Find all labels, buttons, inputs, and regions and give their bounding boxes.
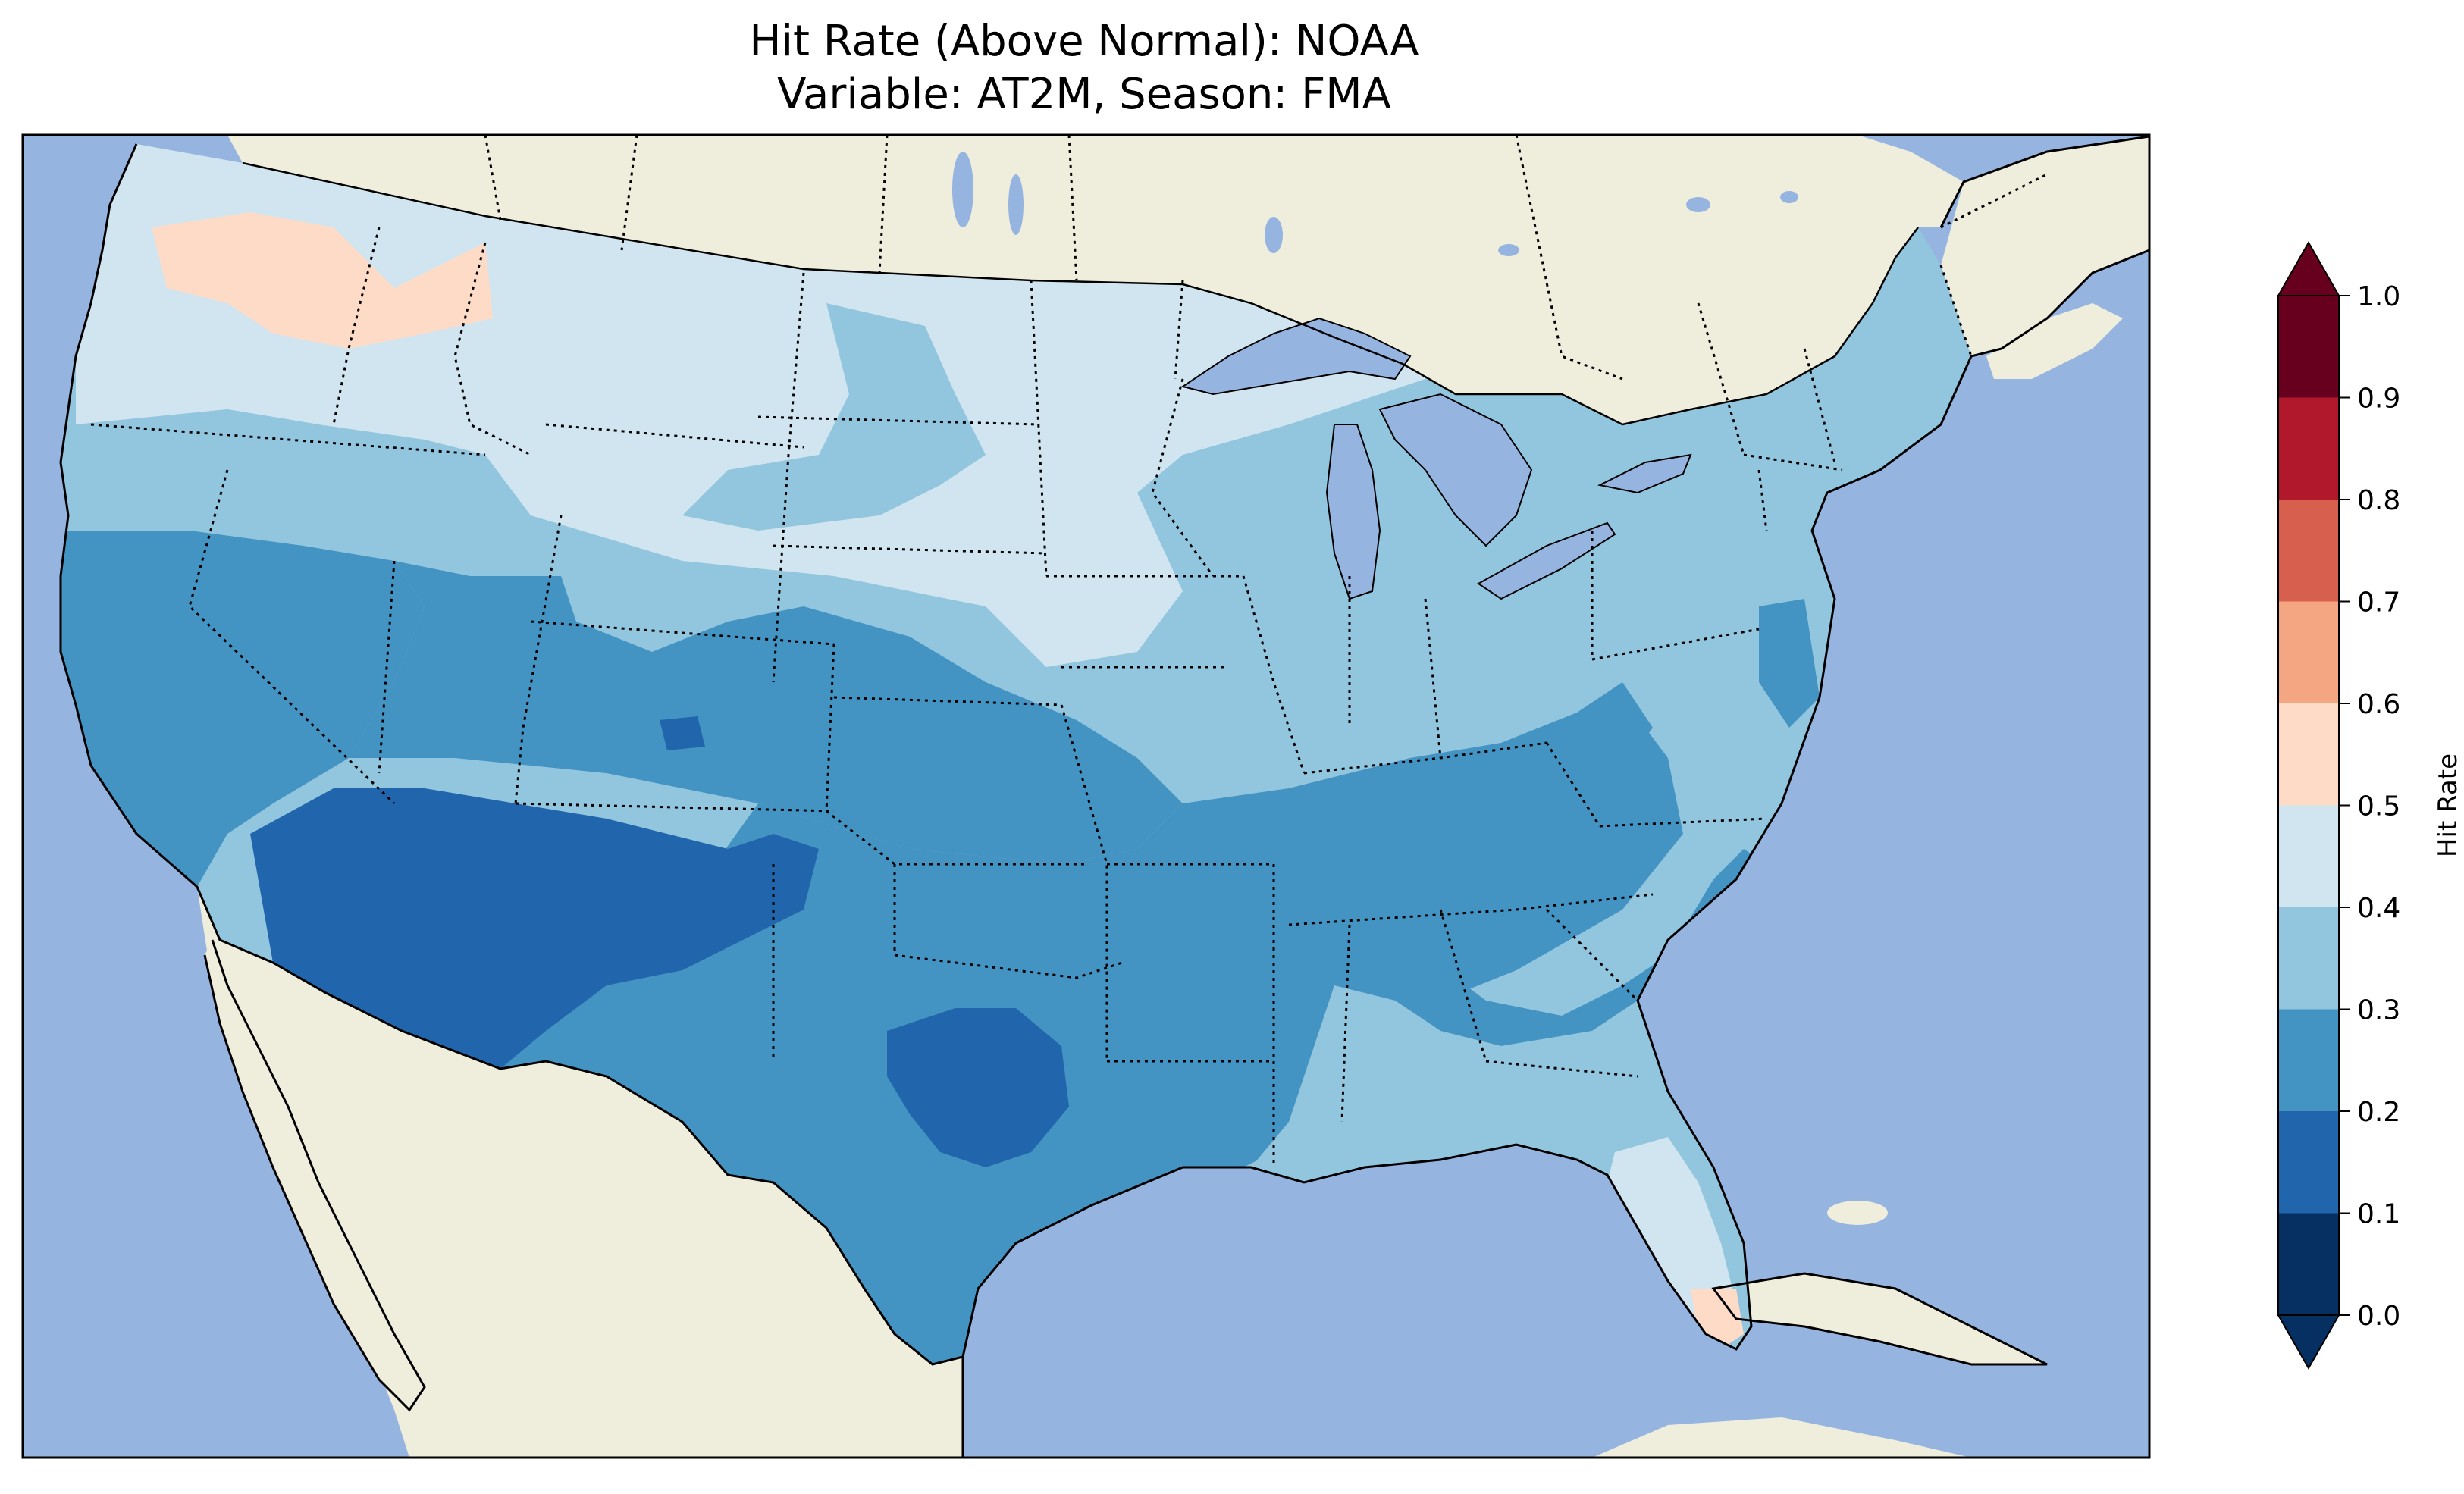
lake-huron xyxy=(1378,393,1533,547)
canada-east-coastline xyxy=(1939,135,2149,228)
conus-coastline xyxy=(59,143,2149,1366)
lake-superior xyxy=(1180,317,1412,396)
region-central-texas xyxy=(887,1008,1069,1167)
region-colorado-pocket xyxy=(660,716,705,750)
map-subtitle: Variable: AT2M, Season: FMA xyxy=(777,70,1391,119)
canada-lakes xyxy=(952,152,1798,256)
lake-erie xyxy=(1477,521,1616,600)
region-southeast-coast xyxy=(1251,985,1668,1182)
province-borders xyxy=(484,135,2048,381)
lake-michigan xyxy=(1325,424,1381,600)
central-america-land xyxy=(1592,1417,1971,1458)
region-pacific-northwest xyxy=(152,212,493,349)
region-great-basin xyxy=(349,561,1183,864)
state-borders xyxy=(90,227,1973,1167)
cuba-coastline xyxy=(1711,1272,2048,1366)
us-canada-border xyxy=(242,161,1919,426)
map-frame xyxy=(21,133,2151,1459)
nova-scotia-land xyxy=(1986,303,2123,379)
region-florida xyxy=(1607,1137,1736,1334)
bahamas-land xyxy=(1827,1201,1888,1225)
lake-ontario xyxy=(1597,453,1692,494)
great-lakes xyxy=(1180,317,1692,600)
maritimes-land xyxy=(1941,136,2149,356)
mexico-land xyxy=(197,887,963,1458)
region-california xyxy=(61,531,425,887)
cuba-land xyxy=(1713,1273,2047,1364)
region-chesapeake xyxy=(1759,599,1820,728)
region-southwest xyxy=(250,788,819,1069)
map-title: Hit Rate (Above Normal): NOAA xyxy=(749,17,1419,66)
baja-coastline xyxy=(203,939,426,1412)
canada-land xyxy=(227,135,1964,424)
region-northern-plains xyxy=(682,303,986,531)
region-interior-northwest xyxy=(76,409,576,576)
